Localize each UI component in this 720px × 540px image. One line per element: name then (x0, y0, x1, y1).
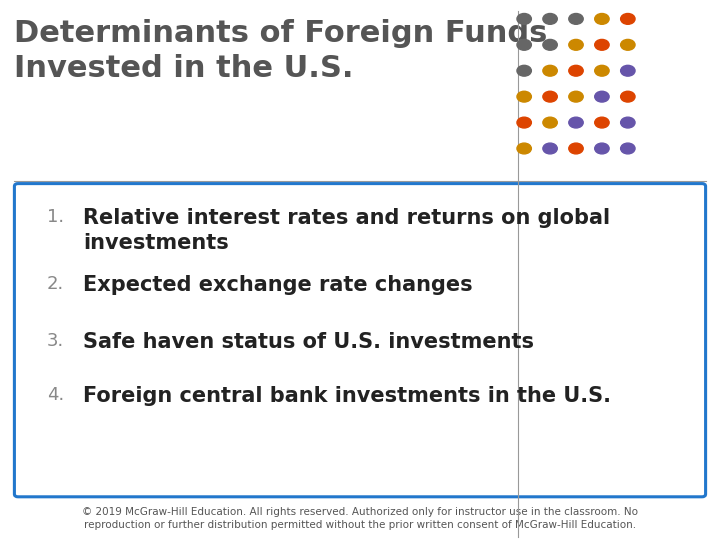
Circle shape (595, 143, 609, 154)
Circle shape (543, 117, 557, 128)
Circle shape (569, 91, 583, 102)
Text: Expected exchange rate changes: Expected exchange rate changes (83, 275, 472, 295)
Circle shape (595, 14, 609, 24)
FancyBboxPatch shape (14, 184, 706, 497)
Circle shape (543, 39, 557, 50)
Circle shape (595, 91, 609, 102)
Circle shape (569, 14, 583, 24)
Circle shape (517, 91, 531, 102)
Circle shape (621, 14, 635, 24)
Circle shape (517, 117, 531, 128)
Circle shape (595, 39, 609, 50)
Text: Relative interest rates and returns on global
investments: Relative interest rates and returns on g… (83, 208, 610, 253)
Circle shape (517, 14, 531, 24)
Circle shape (543, 91, 557, 102)
Circle shape (621, 65, 635, 76)
Circle shape (621, 91, 635, 102)
Text: Safe haven status of U.S. investments: Safe haven status of U.S. investments (83, 332, 534, 352)
Text: 4.: 4. (47, 386, 64, 404)
Circle shape (569, 143, 583, 154)
Circle shape (543, 14, 557, 24)
Text: © 2019 McGraw-Hill Education. All rights reserved. Authorized only for instructo: © 2019 McGraw-Hill Education. All rights… (82, 507, 638, 530)
Circle shape (621, 143, 635, 154)
Circle shape (517, 65, 531, 76)
Text: Foreign central bank investments in the U.S.: Foreign central bank investments in the … (83, 386, 611, 406)
Circle shape (621, 117, 635, 128)
Circle shape (569, 117, 583, 128)
Circle shape (569, 39, 583, 50)
Circle shape (543, 65, 557, 76)
Circle shape (595, 65, 609, 76)
Circle shape (621, 39, 635, 50)
Circle shape (543, 143, 557, 154)
Circle shape (517, 39, 531, 50)
Text: 1.: 1. (47, 208, 64, 226)
Circle shape (517, 143, 531, 154)
Text: Determinants of Foreign Funds
Invested in the U.S.: Determinants of Foreign Funds Invested i… (14, 19, 548, 83)
Circle shape (595, 117, 609, 128)
Circle shape (569, 65, 583, 76)
Text: 3.: 3. (47, 332, 64, 350)
Text: 2.: 2. (47, 275, 64, 293)
